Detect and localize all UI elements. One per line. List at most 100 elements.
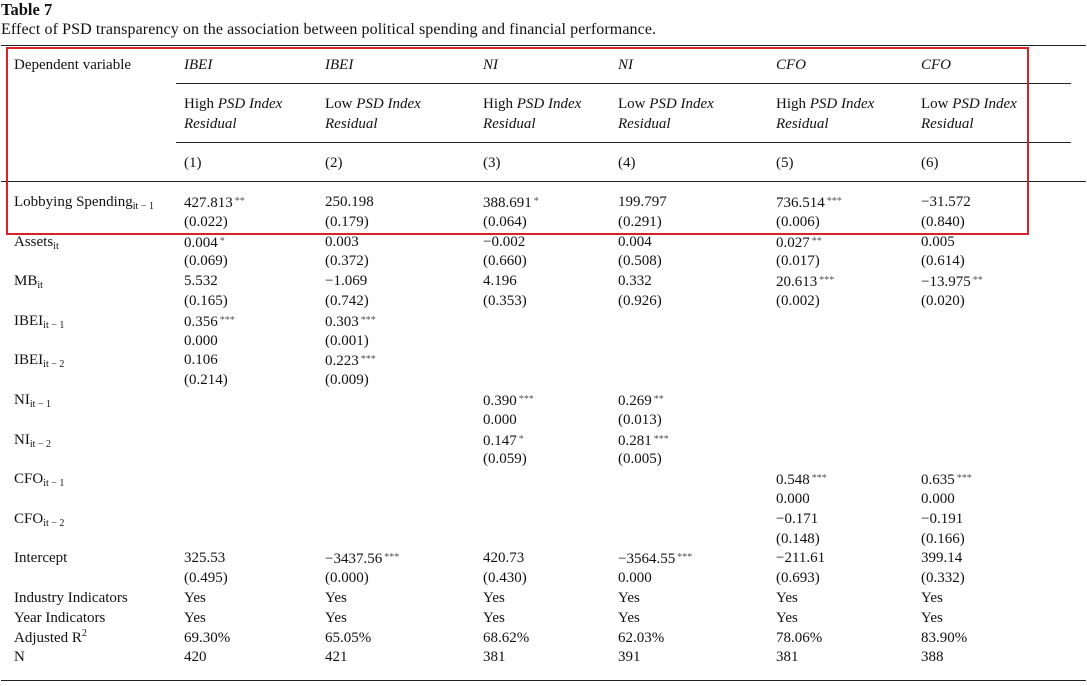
table-cell: Yes — [325, 590, 347, 606]
table-cell: (0.148) — [776, 530, 820, 547]
row-label: IBEIit − 2 — [14, 352, 65, 371]
table-cell: (0.165) — [184, 293, 228, 309]
table-cell: (0.614) — [921, 253, 965, 270]
row-label: Year Indicators — [14, 609, 106, 626]
row-label: NIit − 2 — [14, 431, 52, 450]
table-cell: (0.430) — [483, 570, 527, 587]
table-cell: (0.166) — [921, 530, 965, 547]
table-cell: 62.03% — [618, 629, 665, 646]
table-cell: Yes — [184, 609, 206, 626]
row-label: MBit — [14, 273, 43, 292]
table-cell: (0.000) — [325, 570, 369, 587]
table-cell: 0.000 — [184, 332, 218, 349]
col-number-2: (2) — [325, 155, 343, 171]
table-cell: (0.001) — [325, 332, 369, 349]
table-cell: 0.390 *** — [483, 393, 534, 409]
table-cell: −0.002 — [483, 233, 526, 250]
table-cell: 65.05% — [325, 629, 372, 646]
row-label: Adjusted R2 — [14, 627, 87, 646]
table-cell: (0.332) — [921, 570, 965, 587]
col-number-4: (4) — [618, 155, 636, 171]
row-label: NIit − 1 — [14, 392, 52, 410]
table-cell: 0.027 ** — [776, 234, 822, 251]
table-cell: (0.009) — [325, 372, 369, 389]
table-cell: 420 — [184, 649, 207, 666]
highlight-box — [6, 47, 1029, 235]
table-cell: 5.532 — [184, 273, 218, 290]
dep-var-5: CFO — [776, 57, 806, 73]
table-cell: (0.742) — [325, 293, 369, 309]
table-cell: 391 — [618, 649, 641, 666]
table-cell: 83.90% — [921, 629, 968, 646]
significance-stars: ** — [972, 275, 983, 287]
table-cell: (0.353) — [483, 293, 527, 309]
dep-var-4: NI — [618, 57, 633, 73]
table-cell: 0.000 — [921, 491, 955, 507]
row-label: Lobbying Spendingit − 1 — [14, 194, 154, 212]
table-cell: Yes — [483, 609, 505, 626]
table-cell: 0.004 — [618, 233, 652, 250]
row-label: Intercept — [14, 550, 68, 567]
header-bottom-rule — [1, 181, 1086, 182]
table-cell: 420.73 — [483, 550, 525, 567]
table-cell: 0.332 — [618, 273, 652, 290]
table-cell: (0.495) — [184, 570, 228, 587]
table-cell: (0.508) — [618, 253, 662, 270]
row-label: Industry Indicators — [14, 590, 128, 606]
table-cell: (0.179) — [325, 213, 369, 230]
table-cell: Yes — [184, 590, 206, 606]
table-cell: 0.106 — [184, 352, 218, 369]
group-label-1: High PSD Index Residual — [184, 96, 283, 132]
dep-var-1: IBEI — [184, 57, 213, 73]
table-cell: Yes — [325, 609, 347, 626]
dep-var-2: IBEI — [325, 57, 354, 73]
table-cell: 68.62% — [483, 629, 530, 646]
row-label: Assetsit — [14, 233, 59, 252]
table-cell: 78.06% — [776, 629, 823, 646]
table-cell: 0.635 *** — [921, 472, 972, 489]
col-number-6: (6) — [921, 155, 939, 171]
significance-stars: *** — [677, 552, 693, 564]
group-label-3: High PSD Index Residual — [483, 96, 582, 132]
significance-stars: *** — [956, 473, 972, 485]
table-cell: 388 — [921, 649, 944, 666]
table-cell: 250.198 — [325, 194, 374, 210]
significance-stars: *** — [360, 314, 376, 326]
table-cell: 421 — [325, 649, 348, 666]
table-cell: −0.171 — [776, 510, 819, 527]
dep-var-3: NI — [483, 57, 498, 73]
table-cell: (0.059) — [483, 451, 527, 468]
significance-stars: ** — [653, 394, 664, 405]
table-cell: (0.002) — [776, 293, 820, 309]
col-number-3: (3) — [483, 155, 501, 171]
table-cell: Yes — [921, 590, 943, 606]
header-partial-rule-2 — [176, 142, 1071, 143]
table-cell: 0.223 *** — [325, 353, 376, 370]
table-cell: (0.693) — [776, 570, 820, 587]
table-cell: 0.281 *** — [618, 432, 669, 449]
table-cell: (0.017) — [776, 253, 820, 270]
group-label-5: High PSD Index Residual — [776, 96, 875, 132]
table-cell: −31.572 — [921, 194, 971, 210]
table-caption: Effect of PSD transparency on the associ… — [1, 21, 657, 38]
table-cell: −3564.55 *** — [618, 551, 693, 568]
table-cell: (0.926) — [618, 293, 662, 309]
table-cell: (0.020) — [921, 293, 965, 309]
table-cell: (0.064) — [483, 213, 527, 230]
col-number-5: (5) — [776, 155, 794, 171]
group-label-6: Low PSD Index Residual — [921, 96, 1017, 132]
significance-stars: *** — [384, 552, 400, 564]
table-cell: 736.514 *** — [776, 195, 842, 211]
table-cell: 0.548 *** — [776, 472, 827, 489]
dependent-variable-label: Dependent variable — [14, 57, 132, 73]
row-label: CFOit − 2 — [14, 510, 65, 529]
table-cell: Yes — [776, 590, 798, 606]
table-cell: 0.356 *** — [184, 313, 235, 330]
header-partial-rule-1 — [176, 83, 1071, 84]
table-cell: 0.000 — [483, 411, 517, 428]
table-cell: (0.291) — [618, 213, 662, 230]
table-cell: −13.975 ** — [921, 274, 983, 291]
table-cell: 399.14 — [921, 550, 963, 567]
table-cell: 0.000 — [776, 491, 810, 507]
table-cell: 199.797 — [618, 194, 667, 210]
